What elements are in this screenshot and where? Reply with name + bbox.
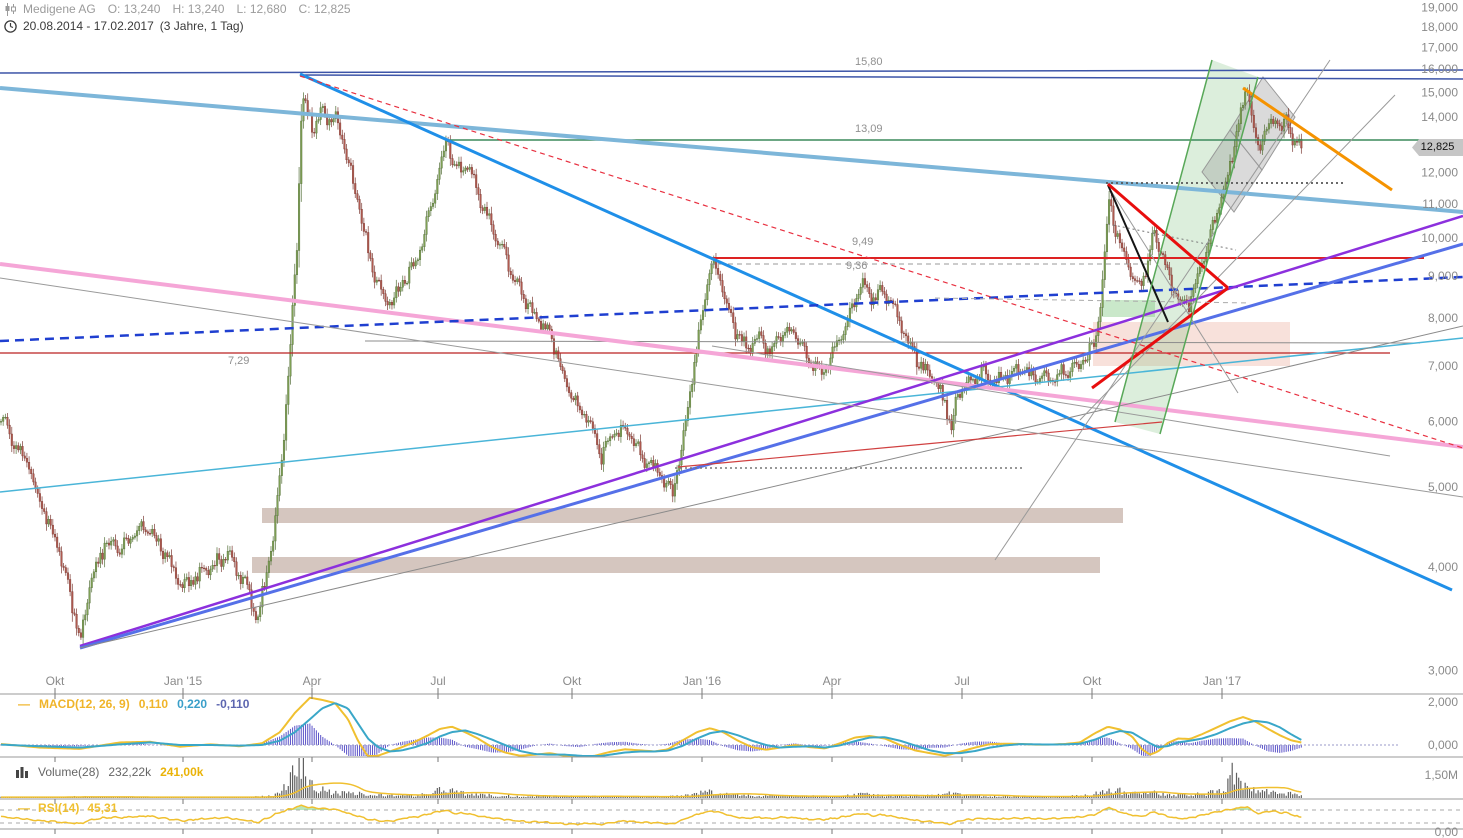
volume-ma-line <box>0 782 1302 798</box>
volume-ma-value: 241,00k <box>160 765 204 779</box>
macd-signal-line <box>0 702 1302 757</box>
macd-value: 0,110 <box>138 697 169 711</box>
macd-hist-value: -0,110 <box>216 697 250 711</box>
level-label-1580: 15,80 <box>855 56 883 68</box>
y-axis-label: 0,000 <box>1428 738 1458 752</box>
volume-label: Volume(28) <box>38 765 100 779</box>
ohlc-high: H: 13,240 <box>172 2 225 16</box>
y-axis-label: 14,000 <box>1421 110 1458 124</box>
y-axis-label: 12,000 <box>1421 166 1458 180</box>
y-axis-label: 16,000 <box>1421 62 1458 76</box>
candlestick-icon <box>5 2 16 16</box>
x-axis-label: Okt <box>46 674 65 688</box>
volume-legend[interactable]: Volume(28) 232,22k 241,00k <box>16 765 203 779</box>
y-axis-label: 0,00 <box>1435 825 1459 838</box>
macd-label: MACD(12, 26, 9) <box>39 697 130 711</box>
rsi-legend[interactable]: — RSI(14) 45,31 <box>18 801 117 815</box>
instrument-name: Medigene AG <box>23 2 96 16</box>
x-axis-label: Jan '17 <box>1203 674 1242 688</box>
x-axis-label: Jul <box>430 674 445 688</box>
x-axis-label: Jan '16 <box>683 674 722 688</box>
y-axis-label: 17,000 <box>1421 40 1458 54</box>
y-axis-label: 11,000 <box>1422 197 1458 211</box>
rsi-label: RSI(14) <box>38 801 80 815</box>
y-axis-label: 7,000 <box>1428 359 1458 373</box>
date-range: 20.08.2014 - 17.02.2017 <box>23 19 154 33</box>
rsi-line <box>0 804 1302 826</box>
y-axis-label: 15,000 <box>1421 85 1458 99</box>
timeframe: (3 Jahre, 1 Tag) <box>159 19 244 33</box>
y-axis-label: 5,000 <box>1428 480 1458 494</box>
level-label-949: 9,49 <box>852 236 874 248</box>
ohlc-open: O: 13,240 <box>107 2 161 16</box>
ohlc-close: C: 12,825 <box>298 2 351 16</box>
y-axis-label: 10,000 <box>1421 231 1458 245</box>
x-axis-label: Apr <box>823 674 842 688</box>
x-axis-label: Okt <box>563 674 582 688</box>
level-label-1309: 13,09 <box>855 123 883 135</box>
y-axis-label: 9,000 <box>1428 269 1458 283</box>
x-axis-label: Apr <box>303 674 322 688</box>
last-price-badge: 12,825 <box>1412 139 1463 156</box>
y-axis-label: 19,000 <box>1421 0 1458 14</box>
ohlc-low: L: 12,680 <box>236 2 287 16</box>
chart-header: Medigene AG O: 13,240 H: 13,240 L: 12,68… <box>4 2 351 16</box>
volume-bars-icon <box>16 767 28 778</box>
date-range-row: 20.08.2014 - 17.02.2017 (3 Jahre, 1 Tag) <box>4 19 244 33</box>
y-axis-label: 18,000 <box>1421 20 1458 34</box>
y-axis-label: 8,000 <box>1428 311 1458 325</box>
y-axis-label: 2,000 <box>1428 695 1458 709</box>
y-axis-label: 4,000 <box>1428 560 1458 574</box>
level-label-936: 9,36 <box>846 260 868 272</box>
y-axis-label: 1,50M <box>1425 768 1458 782</box>
x-axis-label: Jan '15 <box>164 674 203 688</box>
x-axis-label: Jul <box>954 674 969 688</box>
y-axis-label: 6,000 <box>1428 414 1458 428</box>
rsi-icon: — <box>18 801 30 815</box>
y-axis-label: 3,000 <box>1428 663 1458 677</box>
macd-signal-value: 0,220 <box>177 697 208 711</box>
volume-bars <box>0 758 1302 798</box>
clock-icon <box>4 19 17 33</box>
macd-icon: — <box>18 697 30 711</box>
volume-value: 232,22k <box>108 765 152 779</box>
x-axis-label: Okt <box>1083 674 1102 688</box>
level-label-729: 7,29 <box>228 355 250 367</box>
rsi-value: 45,31 <box>87 801 118 815</box>
macd-legend[interactable]: — MACD(12, 26, 9) 0,110 0,220 -0,110 <box>18 697 249 711</box>
trendlines[interactable] <box>0 59 1463 650</box>
